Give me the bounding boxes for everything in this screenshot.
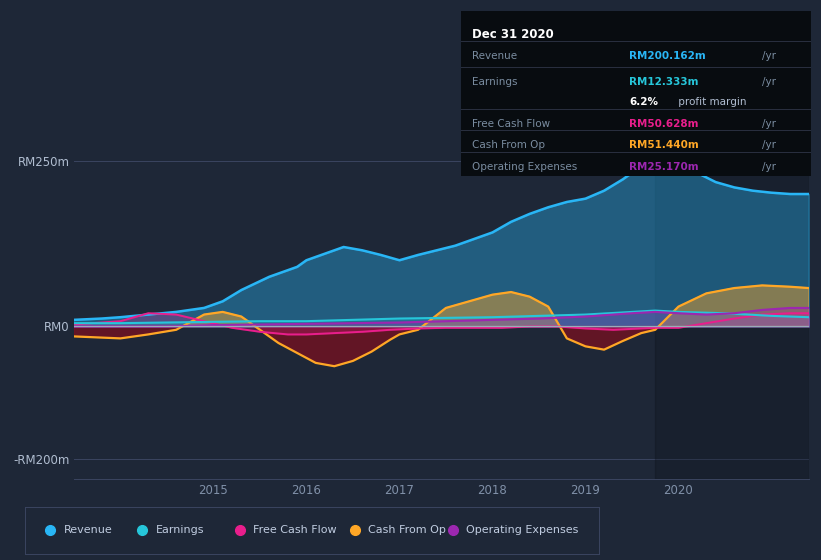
Text: profit margin: profit margin [675,97,746,107]
Text: Cash From Op: Cash From Op [472,140,545,150]
Text: Earnings: Earnings [472,77,517,87]
Text: /yr: /yr [762,161,776,171]
Text: /yr: /yr [762,51,776,61]
Text: Free Cash Flow: Free Cash Flow [472,119,550,129]
Text: RM50.628m: RM50.628m [629,119,699,129]
Text: Revenue: Revenue [472,51,517,61]
Text: 6.2%: 6.2% [629,97,658,107]
Text: RM200.162m: RM200.162m [629,51,706,61]
Text: /yr: /yr [762,77,776,87]
Text: /yr: /yr [762,119,776,129]
Text: Revenue: Revenue [64,525,112,535]
Text: Cash From Op: Cash From Op [369,525,446,535]
Text: RM12.333m: RM12.333m [629,77,699,87]
Text: Dec 31 2020: Dec 31 2020 [472,28,553,41]
Text: Operating Expenses: Operating Expenses [466,525,578,535]
Text: RM51.440m: RM51.440m [629,140,699,150]
Text: Operating Expenses: Operating Expenses [472,161,577,171]
Text: RM25.170m: RM25.170m [629,161,699,171]
Text: Free Cash Flow: Free Cash Flow [254,525,337,535]
Bar [655,134,809,479]
Text: Earnings: Earnings [156,525,204,535]
Text: /yr: /yr [762,140,776,150]
